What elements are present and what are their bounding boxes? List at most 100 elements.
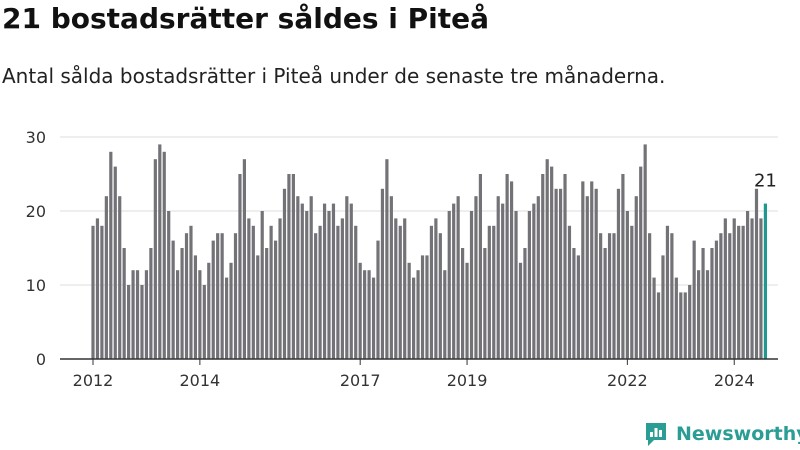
bar <box>487 225 491 359</box>
bar <box>144 270 149 359</box>
newsworthy-logo-icon <box>646 423 666 446</box>
bar <box>398 225 402 359</box>
bar <box>247 218 251 359</box>
bar <box>354 225 358 359</box>
bar <box>465 262 469 359</box>
bar <box>545 159 549 359</box>
x-tick-label: 2019 <box>447 371 488 390</box>
bar <box>518 262 523 359</box>
bar <box>630 225 634 359</box>
bar <box>590 181 594 359</box>
bar <box>363 270 367 359</box>
bar <box>273 240 278 359</box>
bar <box>639 166 643 359</box>
bar <box>576 255 580 359</box>
bar <box>701 248 705 359</box>
bar <box>118 196 122 359</box>
bar <box>91 225 95 359</box>
y-tick-label: 20 <box>26 202 46 221</box>
bar <box>741 225 745 359</box>
bar <box>291 174 295 359</box>
bar <box>349 203 353 359</box>
bar <box>438 233 442 359</box>
bar <box>345 196 349 359</box>
x-tick-label: 2012 <box>73 371 114 390</box>
bar <box>643 144 647 359</box>
bar <box>412 277 416 359</box>
bar <box>242 159 246 359</box>
bar <box>425 255 429 359</box>
bar <box>122 248 126 359</box>
y-tick-label: 30 <box>26 128 46 147</box>
bar <box>723 218 727 359</box>
bar <box>719 233 723 359</box>
bar <box>189 225 193 359</box>
bar <box>492 225 496 359</box>
bar <box>648 233 652 359</box>
newsworthy-logo[interactable]: Newsworthy <box>644 420 800 448</box>
x-tick-label: 2014 <box>180 371 221 390</box>
bar <box>416 270 420 359</box>
bar <box>104 196 108 359</box>
bar <box>269 225 273 359</box>
bar <box>710 248 714 359</box>
bar <box>309 196 313 359</box>
bar <box>527 211 531 359</box>
bar <box>607 233 612 359</box>
bar <box>572 248 576 359</box>
highlight-value-label: 21 <box>754 171 777 192</box>
y-axis-ticks: 0 10 20 30 <box>26 128 46 369</box>
bar <box>594 188 598 359</box>
bar <box>612 233 616 359</box>
bar <box>296 196 300 359</box>
bar <box>256 255 260 359</box>
bar <box>327 211 331 359</box>
bar-chart: 0 10 20 30 2012 2014 2017 2019 2022 2024 21 <box>26 128 778 390</box>
bar <box>634 196 638 359</box>
y-tick-label: 0 <box>36 350 46 369</box>
bar <box>211 240 215 359</box>
bar <box>737 225 741 359</box>
bar <box>750 218 754 359</box>
bar <box>541 174 545 359</box>
bar <box>131 270 135 359</box>
bar <box>429 225 434 359</box>
bar <box>265 248 269 359</box>
bar <box>158 144 162 359</box>
bar <box>599 233 603 359</box>
bar <box>661 255 665 359</box>
bar <box>403 218 407 359</box>
chart-subtitle: Antal sålda bostadsrätter i Piteå under … <box>2 64 666 88</box>
bar <box>585 196 589 359</box>
bar <box>505 174 509 359</box>
bar <box>509 181 514 359</box>
bar <box>162 151 166 359</box>
bar <box>652 277 656 359</box>
bar <box>331 203 336 359</box>
bar <box>229 262 233 359</box>
bar <box>318 225 322 359</box>
bar <box>100 225 104 359</box>
bar <box>728 233 732 359</box>
bar <box>207 262 211 359</box>
x-tick-label: 2022 <box>607 371 648 390</box>
bar <box>621 174 625 359</box>
bar <box>692 240 696 359</box>
bar <box>483 248 487 359</box>
bar <box>336 225 340 359</box>
x-tick-label: 2017 <box>340 371 381 390</box>
bar <box>469 211 474 359</box>
bar <box>732 218 736 359</box>
bar <box>176 270 180 359</box>
bar <box>434 218 438 359</box>
bar <box>478 174 483 359</box>
bar <box>300 203 304 359</box>
bar <box>536 196 540 359</box>
bar <box>674 277 678 359</box>
bar <box>688 285 692 359</box>
bar <box>233 233 238 359</box>
bar <box>367 270 371 359</box>
bar <box>371 277 376 359</box>
bar <box>305 211 309 359</box>
bar <box>616 188 621 359</box>
